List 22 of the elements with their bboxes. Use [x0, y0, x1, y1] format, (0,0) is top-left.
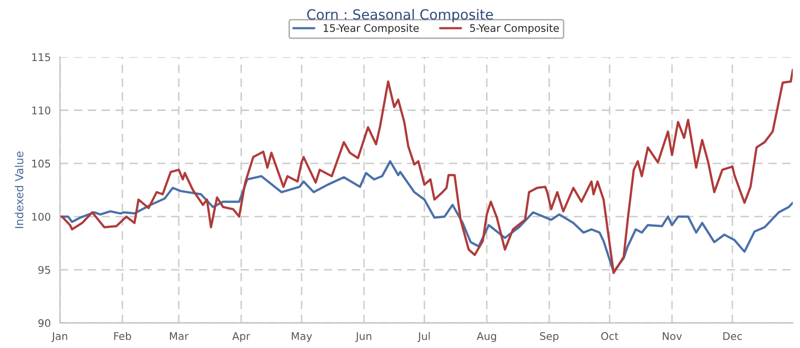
x-tick-label: Jan: [51, 332, 68, 342]
x-tick-label: Nov: [662, 332, 682, 340]
y-axis-title: Indexed Value: [14, 152, 24, 228]
y-tick-label: 95: [38, 266, 50, 274]
chart-title: Corn : Seasonal Composite: [307, 8, 493, 22]
y-tick-label: 105: [32, 160, 50, 168]
x-tick-label: Dec: [723, 332, 742, 340]
y-tick-label: 110: [32, 106, 50, 114]
legend-label: 5-Year Composite: [470, 24, 559, 34]
x-tick-label: Mar: [170, 332, 189, 340]
x-tick-label: Jun: [355, 332, 372, 342]
x-tick-label: Jul: [418, 332, 430, 342]
y-tick-label: 90: [38, 319, 50, 328]
x-tick-label: May: [292, 332, 312, 342]
legend-label: 15-Year Composite: [324, 24, 419, 34]
x-tick-label: Oct: [601, 332, 618, 340]
x-tick-label: Aug: [476, 332, 496, 342]
y-tick-label: 100: [32, 212, 50, 221]
y-tick-label: 115: [32, 53, 50, 62]
x-tick-label: Apr: [232, 332, 250, 342]
x-tick-label: Feb: [114, 332, 132, 340]
x-tick-label: Sep: [540, 332, 558, 342]
